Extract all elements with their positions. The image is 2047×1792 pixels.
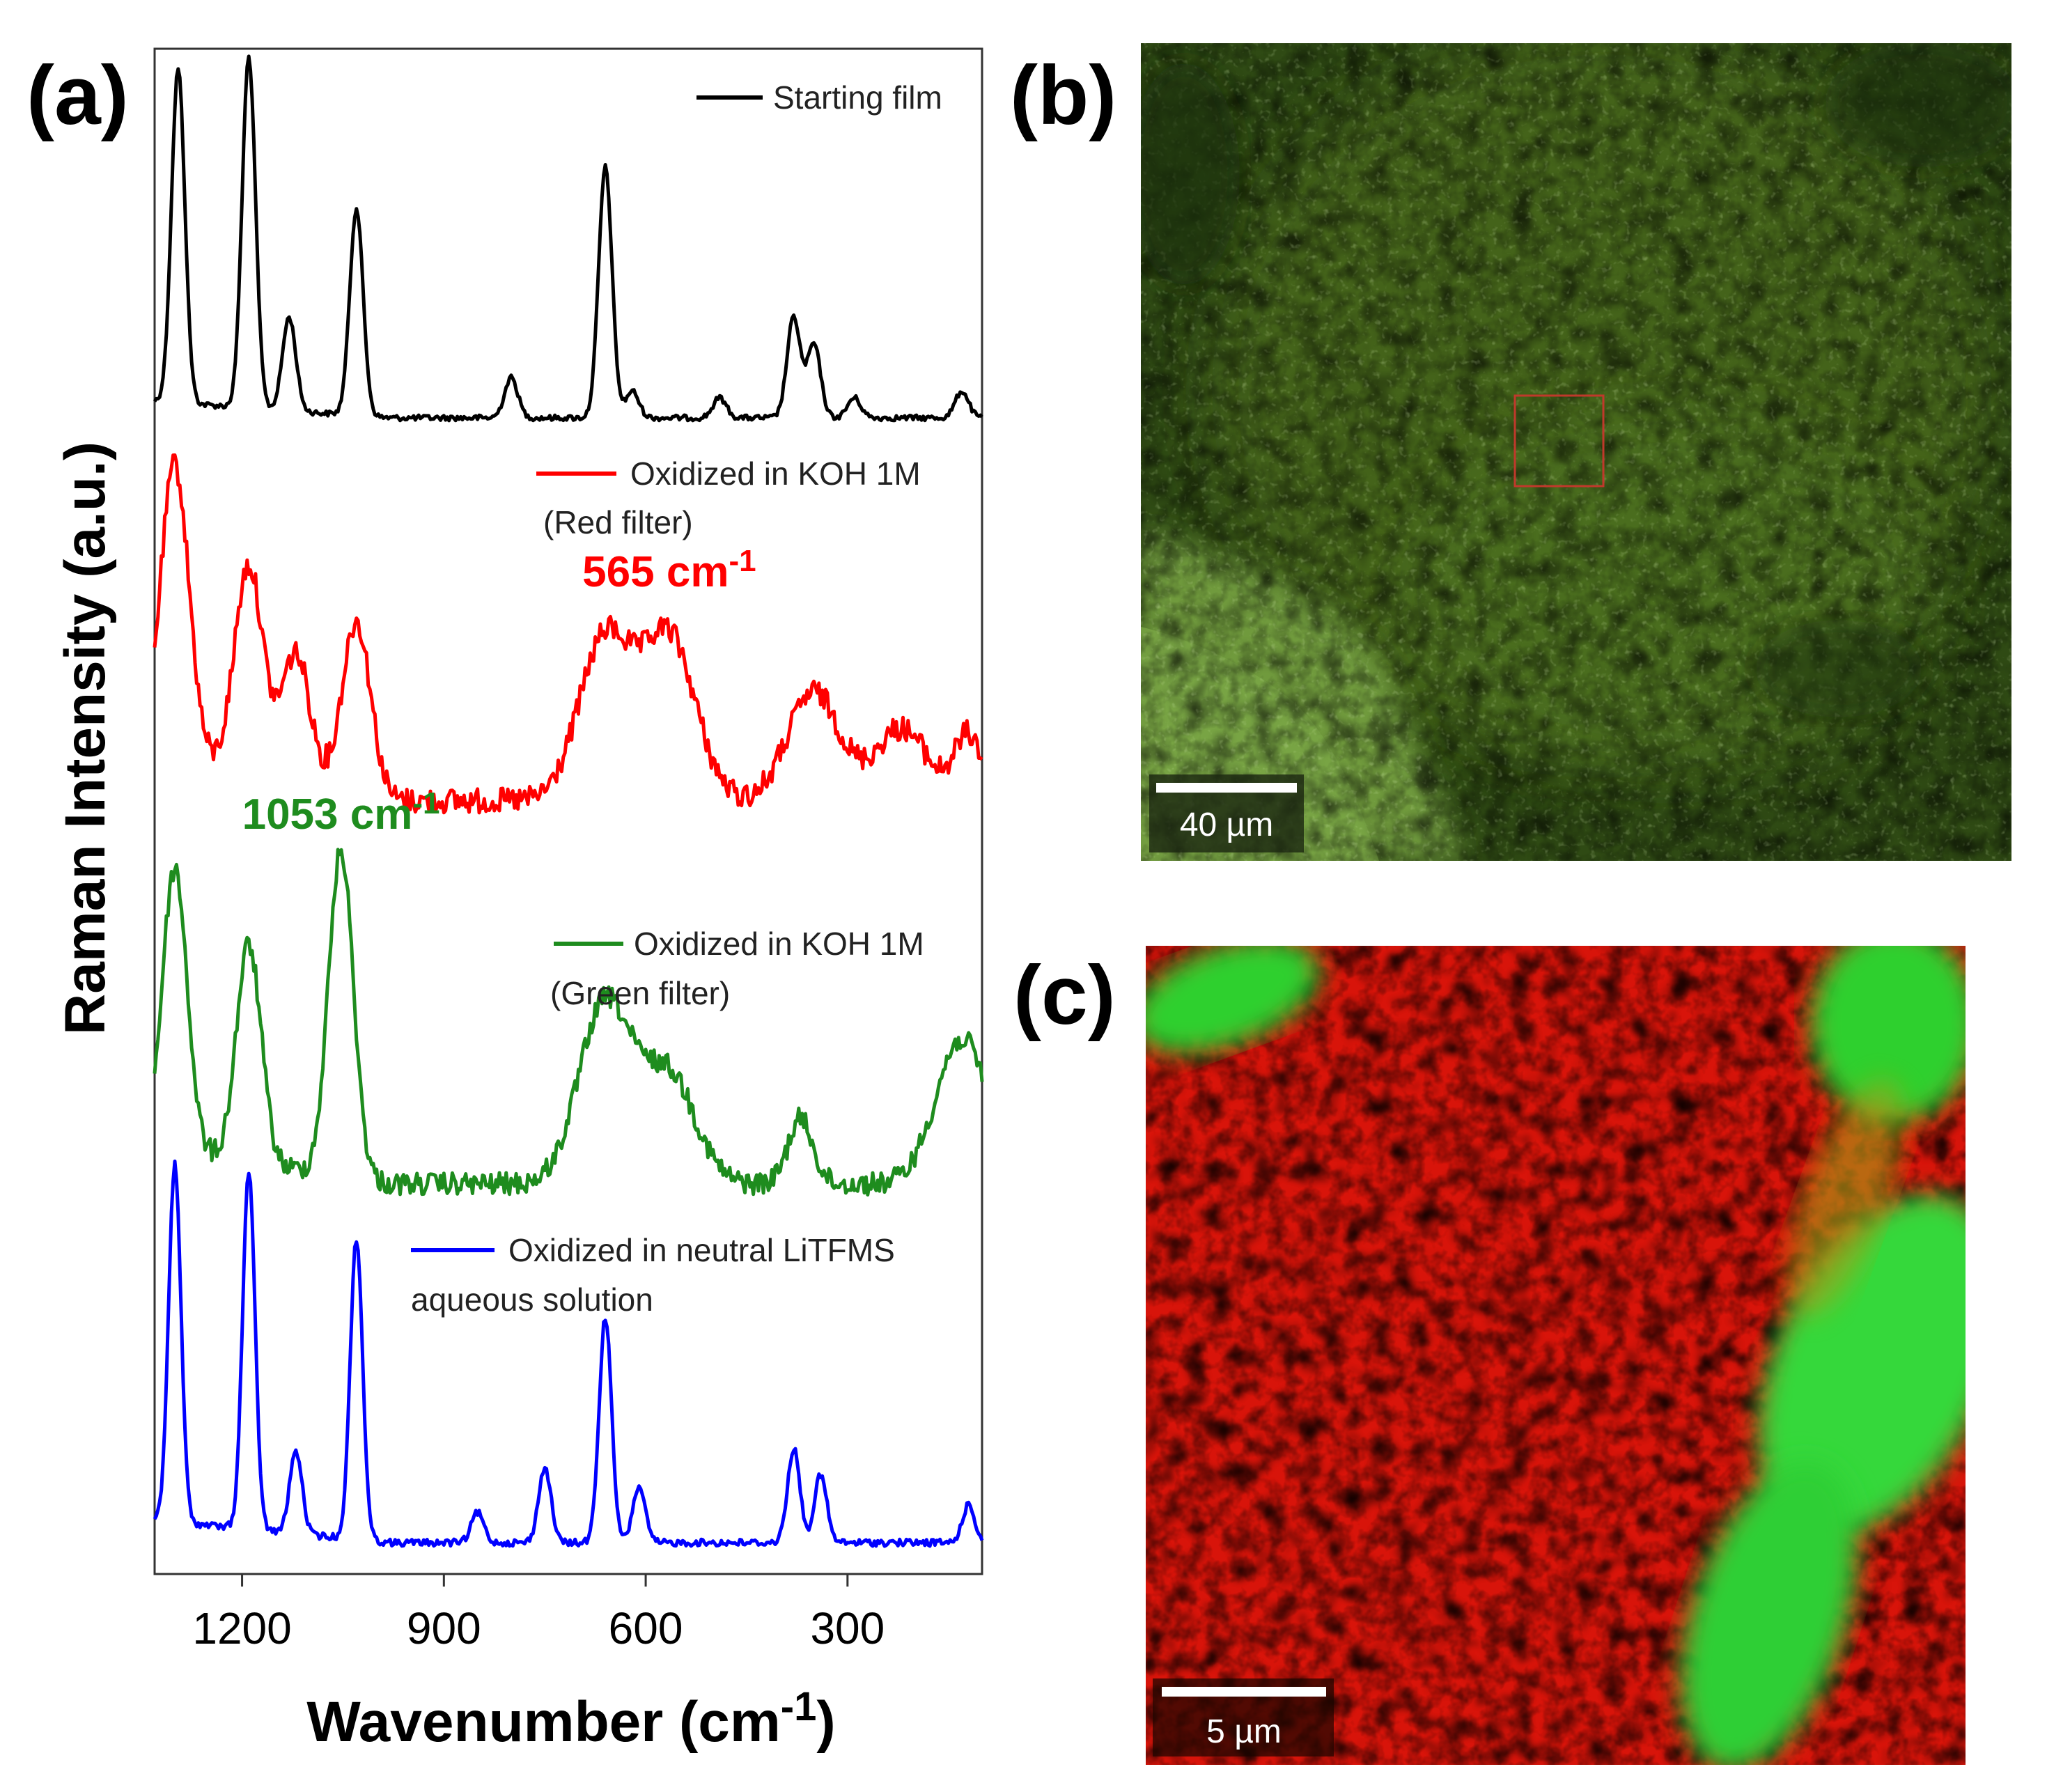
panel-label-b: (b) [1010,49,1116,142]
legend-entries: Starting film Oxidized in KOH 1M (Red filt… [411,79,942,1318]
optical-micrograph [1141,43,2011,861]
x-tick-label-900: 900 [407,1603,481,1653]
x-axis-title-sup: -1 [781,1684,817,1729]
x-tick-labels: 1200 900 600 300 [192,1603,885,1653]
peak-annotation-565: 565 cm-1 [582,544,756,596]
legend-label-2: Oxidized in KOH 1M [630,455,921,492]
series-line-4 [153,1159,984,1548]
legend-label-line2-2: (Red filter) [543,504,693,540]
legend-label-line2-4: aqueous solution [411,1281,653,1318]
x-tick-marks [241,1574,849,1587]
x-axis-title-close: ) [816,1690,835,1754]
panel-label-a: (a) [26,49,129,142]
legend-label-4: Oxidized in neutral LiTFMS [508,1232,895,1268]
series-line-2 [153,453,983,815]
series-line-1 [153,54,983,423]
plot-frame [153,47,983,1575]
x-tick-label-300: 300 [810,1603,885,1653]
peak-annotations: 565 cm-1 1053 cm-1 [242,544,756,839]
legend-label-1: Starting film [773,79,942,116]
region-of-interest-box [1513,394,1605,488]
legend-label-3: Oxidized in KOH 1M [634,926,924,962]
raman-map [1146,946,1966,1765]
x-axis-title: Wavenumber (cm-1) [306,1684,835,1754]
series-line-3 [153,848,984,1197]
x-axis-title-main: Wavenumber (cm [306,1690,780,1754]
spectra-traces [153,54,984,1548]
peak-annotation-1053: 1053 cm-1 [242,786,440,839]
legend-label-line2-3: (Green filter) [550,975,730,1011]
panel-label-c: (c) [1013,949,1116,1042]
x-tick-label-600: 600 [609,1603,683,1653]
scale-bar-b: 40 µm [1149,774,1304,852]
scale-bar-label-b: 40 µm [1180,807,1273,843]
scale-bar-c: 5 µm [1153,1678,1334,1756]
x-tick-label-1200: 1200 [192,1603,291,1653]
y-axis-title: Raman Intensity (a.u.) [54,442,117,1035]
scale-bar-label-c: 5 µm [1206,1713,1282,1750]
